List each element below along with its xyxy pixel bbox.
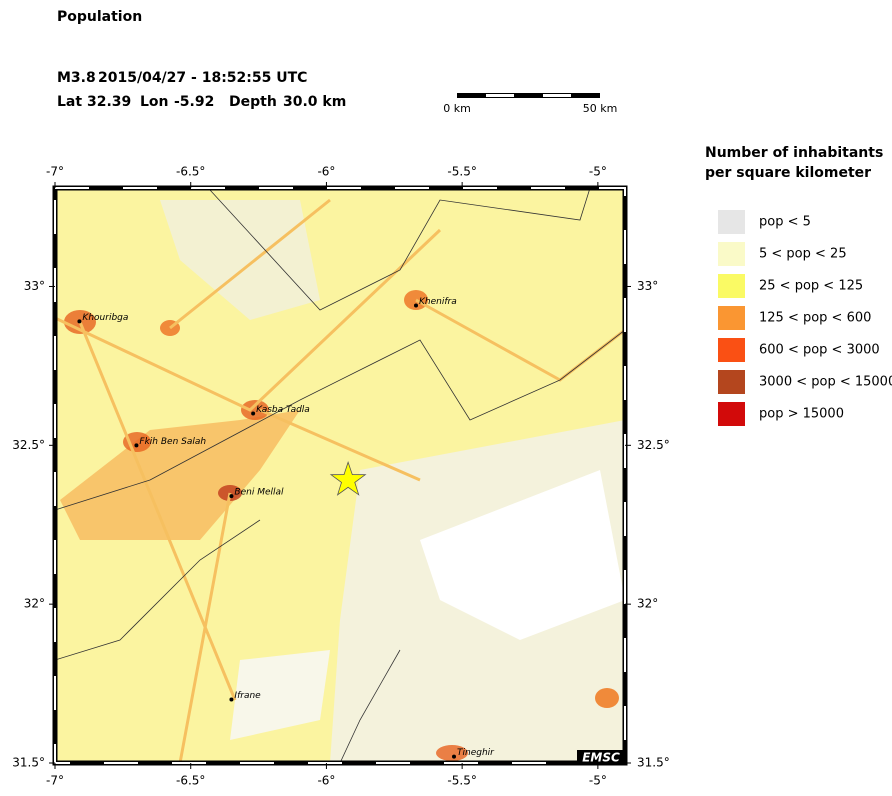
lat-tick-label: 33° [637, 279, 658, 293]
city-label: Tineghir [457, 748, 495, 758]
depth-value: 30.0 km [283, 94, 346, 110]
city-label: Khenifra [419, 297, 457, 307]
city-dot [77, 319, 82, 324]
city-label: Fkih Ben Salah [139, 437, 206, 447]
lon-tick-label: -6° [317, 165, 335, 179]
legend-swatch [718, 210, 745, 234]
lon-tick-label: -6.5° [176, 774, 205, 788]
city-label: Kasba Tadla [256, 405, 310, 415]
lat-tick-label: 32° [637, 597, 658, 611]
legend-label: 600 < pop < 3000 [759, 343, 880, 358]
lat-value: 32.39 [87, 94, 131, 110]
city-label: Khouribga [82, 313, 128, 323]
depth-label: Depth [229, 94, 277, 110]
lon-label: Lon [140, 94, 169, 110]
title: Population [57, 9, 142, 25]
legend-title: per square kilometer [705, 165, 871, 181]
city-dot [452, 754, 456, 759]
legend-label: 3000 < pop < 15000 [759, 375, 892, 390]
logo: EMSC [582, 751, 620, 765]
city-label: Ifrane [234, 691, 261, 701]
lon-tick-label: -5.5° [447, 165, 476, 179]
map-frame-dashes [54, 187, 626, 764]
epicenter [329, 461, 367, 496]
legend-swatch [718, 242, 745, 266]
legend-swatch [718, 402, 745, 426]
population-raster [55, 188, 625, 763]
city-label: Beni Mellal [234, 488, 284, 498]
legend-swatch [718, 370, 745, 394]
lon-tick-label: -6.5° [176, 165, 205, 179]
datetime: 2015/04/27 - 18:52:55 UTC [98, 70, 307, 86]
lat-tick-label: 31.5° [637, 756, 670, 770]
lon-tick-label: -6° [317, 774, 335, 788]
lat-tick-label: 32° [24, 597, 45, 611]
lon-value: -5.92 [174, 94, 214, 110]
legend-label: 25 < pop < 125 [759, 279, 863, 294]
legend-swatch [718, 338, 745, 362]
legend-swatch [718, 306, 745, 330]
logo-box [577, 750, 625, 764]
lon-tick-label: -7° [46, 774, 64, 788]
lon-tick-label: -7° [46, 165, 64, 179]
city-dot [229, 494, 234, 499]
lat-tick-label: 33° [24, 279, 45, 293]
city-dot [134, 443, 139, 448]
lon-tick-label: -5.5° [447, 774, 476, 788]
lat-label: Lat [57, 94, 82, 110]
lat-tick-label: 32.5° [637, 438, 670, 452]
legend-label: 125 < pop < 600 [759, 311, 871, 326]
legend-swatch [718, 274, 745, 298]
legend-label: pop < 5 [759, 215, 811, 230]
legend-title: Number of inhabitants [705, 145, 883, 161]
legend-label: pop > 15000 [759, 407, 844, 422]
scale-bar: 0 km 50 km [443, 93, 617, 115]
scale-end: 50 km [583, 102, 618, 115]
lon-tick-label: -5° [589, 774, 607, 788]
lon-tick-label: -5° [589, 165, 607, 179]
magnitude: M3.8 [57, 70, 96, 86]
lat-tick-label: 32.5° [12, 438, 45, 452]
city-dot [251, 411, 256, 416]
lat-tick-label: 31.5° [12, 756, 45, 770]
legend-label: 5 < pop < 25 [759, 247, 847, 262]
city-dot [229, 697, 234, 702]
city-dot [414, 303, 418, 308]
scale-start: 0 km [443, 102, 471, 115]
